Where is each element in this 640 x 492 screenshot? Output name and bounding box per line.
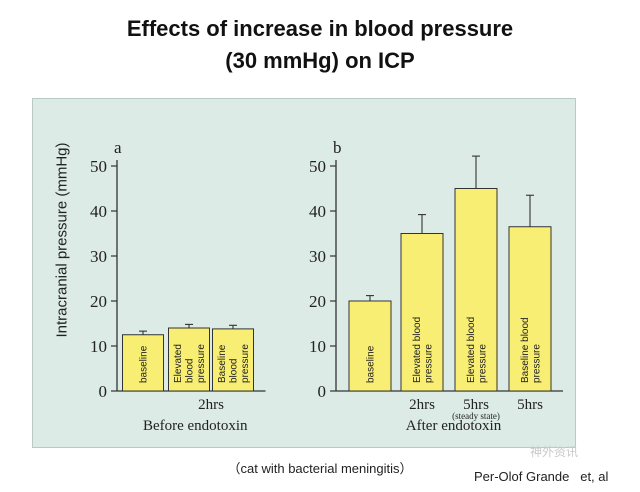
y-tick-label: 40 bbox=[309, 202, 326, 221]
bar-label: blood bbox=[185, 359, 196, 383]
x-axis-label: After endotoxin bbox=[406, 418, 502, 434]
x-tick-label: 5hrs bbox=[517, 397, 543, 413]
y-tick-label: 10 bbox=[90, 337, 107, 356]
y-tick-label: 50 bbox=[90, 157, 107, 176]
author-credit: Per-Olof Grande et, al bbox=[474, 469, 609, 484]
bar-label: Elevated blood bbox=[412, 317, 423, 383]
chart-title-line-2: (30 mmHg) on ICP bbox=[225, 48, 415, 73]
bar bbox=[348, 300, 392, 392]
bar bbox=[400, 233, 444, 392]
bar-label: blood bbox=[229, 359, 240, 383]
bar-label: baseline bbox=[366, 345, 377, 383]
figure-caption: （cat with bacterial meningitis） bbox=[227, 461, 413, 476]
bar-label: pressure bbox=[196, 344, 207, 383]
bar-label: Baseline blood bbox=[520, 317, 531, 383]
y-tick-label: 10 bbox=[309, 337, 326, 356]
bar bbox=[212, 328, 254, 392]
y-tick-label: 0 bbox=[99, 382, 108, 401]
y-tick-label: 0 bbox=[318, 382, 327, 401]
x-tick-label: 2hrs bbox=[409, 397, 435, 413]
y-tick-label: 20 bbox=[90, 292, 107, 311]
x-tick-label: 2hrs bbox=[198, 397, 224, 413]
bar bbox=[168, 327, 210, 392]
y-tick-label: 30 bbox=[309, 247, 326, 266]
bar-label: pressure bbox=[477, 344, 488, 383]
bar-label: Baseline bbox=[217, 344, 228, 383]
y-tick-label: 20 bbox=[309, 292, 326, 311]
chart-title-line-1: Effects of increase in blood pressure bbox=[126, 16, 514, 41]
bar-label: pressure bbox=[531, 344, 542, 383]
bar-label: Elevated blood bbox=[466, 317, 477, 383]
y-tick-label: 40 bbox=[90, 202, 107, 221]
x-tick-sublabel: (steady state) bbox=[452, 411, 500, 421]
y-tick-label: 50 bbox=[309, 157, 326, 176]
bar-label: pressure bbox=[240, 344, 251, 383]
watermark-text: 神外资讯 bbox=[530, 445, 579, 459]
x-tick-label: 5hrs bbox=[463, 397, 489, 413]
bar-label: baseline bbox=[139, 345, 150, 383]
y-tick-label: 30 bbox=[90, 247, 107, 266]
panel-letter: b bbox=[333, 138, 342, 157]
bar bbox=[454, 188, 498, 392]
bar bbox=[122, 334, 164, 392]
x-axis-label: Before endotoxin bbox=[143, 418, 248, 434]
bar-label: pressure bbox=[423, 344, 434, 383]
bar-label: Elevated bbox=[173, 344, 184, 383]
panel-letter: a bbox=[114, 138, 122, 157]
y-axis-label: Intracranial pressure (mmHg) bbox=[53, 142, 71, 338]
